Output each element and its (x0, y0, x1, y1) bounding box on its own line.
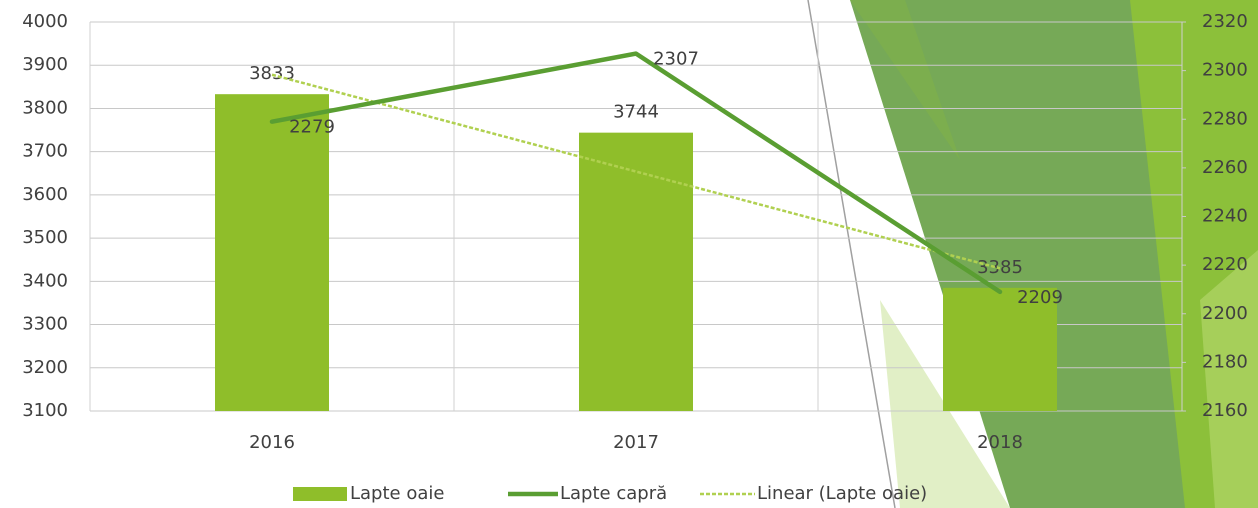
x-tick-label: 2017 (613, 432, 659, 453)
bar-value-label: 3833 (249, 63, 295, 84)
decor-triangle (850, 0, 960, 160)
y2-tick-label: 2180 (1202, 351, 1248, 372)
y-tick-label: 3700 (22, 141, 68, 162)
y-tick-label: 3900 (22, 54, 68, 75)
y-tick-label: 3300 (22, 314, 68, 335)
decor-stripe (1200, 250, 1258, 508)
y2-tick-label: 2320 (1202, 11, 1248, 32)
x-tick-label: 2018 (977, 432, 1023, 453)
line-value-label: 2279 (289, 117, 335, 138)
y2-tick-label: 2220 (1202, 254, 1248, 275)
legend-label: Linear (Lapte oaie) (757, 483, 927, 504)
y2-tick-label: 2280 (1202, 108, 1248, 129)
y-tick-label: 4000 (22, 11, 68, 32)
bar (579, 132, 693, 411)
line-value-label: 2307 (653, 49, 699, 70)
bar-value-label: 3744 (613, 102, 659, 123)
y-tick-label: 3600 (22, 184, 68, 205)
legend-label: Lapte capră (560, 483, 667, 504)
background-decoration (807, 0, 1258, 508)
decor-line (807, 0, 896, 508)
y-tick-label: 3500 (22, 227, 68, 248)
bar (215, 94, 329, 411)
y-tick-label: 3800 (22, 97, 68, 118)
x-tick-label: 2016 (249, 432, 295, 453)
y2-tick-label: 2160 (1202, 400, 1248, 421)
y-tick-label: 3200 (22, 357, 68, 378)
legend-label: Lapte oaie (350, 483, 444, 504)
line-series (269, 51, 1003, 295)
y-tick-label: 3400 (22, 270, 68, 291)
y2-tick-label: 2200 (1202, 303, 1248, 324)
decor-triangle (850, 0, 1190, 508)
y2-tick-label: 2260 (1202, 157, 1248, 178)
bar (943, 287, 1057, 411)
trend-line (271, 73, 1001, 270)
y2-tick-label: 2240 (1202, 206, 1248, 227)
y2-tick-label: 2300 (1202, 60, 1248, 81)
line-value-label: 2209 (1017, 287, 1063, 308)
legend-swatch (293, 487, 347, 501)
y-tick-label: 3100 (22, 400, 68, 421)
